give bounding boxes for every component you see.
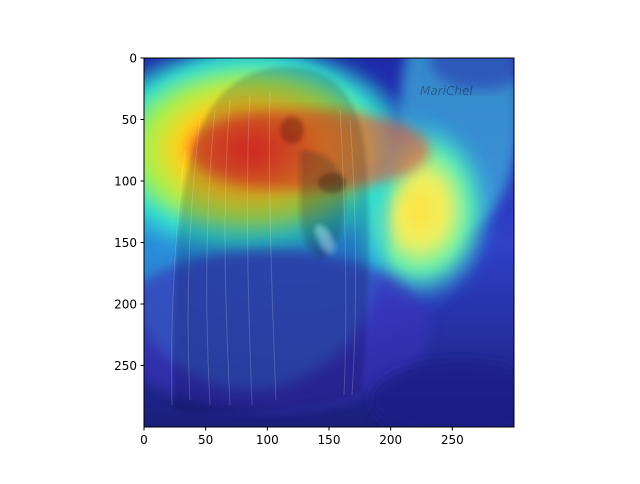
x-tick-label: 250 <box>441 433 464 447</box>
y-tick-label: 0 <box>129 52 137 66</box>
x-tick-label: 0 <box>140 433 148 447</box>
dog-silhouette <box>173 66 369 412</box>
x-tick-label: 150 <box>318 433 341 447</box>
y-tick-label: 250 <box>114 359 137 373</box>
x-tick-label: 50 <box>198 433 213 447</box>
x-tick-label: 200 <box>379 433 402 447</box>
y-tick-label: 200 <box>114 298 137 312</box>
y-tick-label: 150 <box>114 236 137 250</box>
y-tick-label: 100 <box>114 175 137 189</box>
heatmap-image: MariChel <box>144 58 514 427</box>
hair-strands <box>171 91 357 406</box>
watermark: MariChel <box>420 84 473 98</box>
y-axis: 0 50 100 150 200 250 <box>114 52 144 373</box>
x-axis: 0 50 100 150 200 250 <box>140 427 464 447</box>
y-tick-label: 50 <box>122 113 137 127</box>
x-tick-label: 100 <box>256 433 279 447</box>
